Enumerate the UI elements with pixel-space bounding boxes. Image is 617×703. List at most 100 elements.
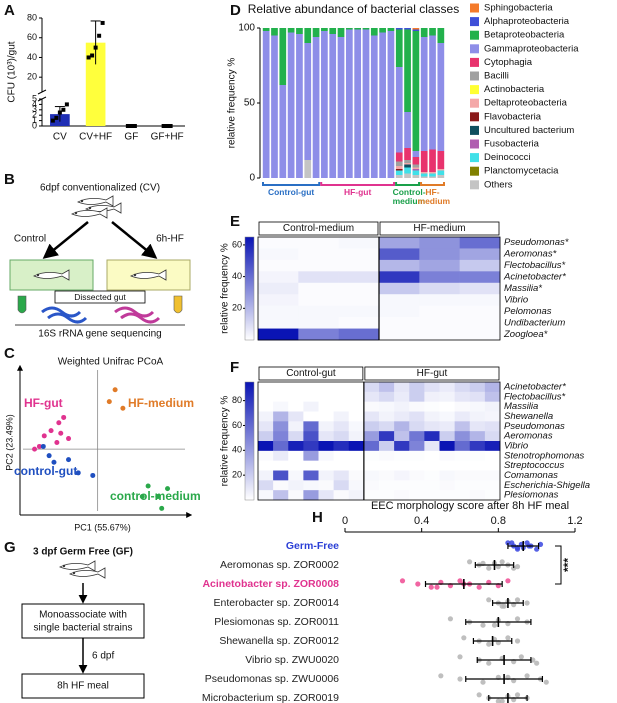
heatmap-cell bbox=[424, 401, 440, 412]
row-label: Pseudomonas* bbox=[504, 237, 569, 248]
heatmap-cell bbox=[318, 391, 334, 402]
colorbar-tick-label: 60 bbox=[232, 420, 242, 430]
heatmap-cell bbox=[439, 382, 455, 393]
bar-segment bbox=[262, 31, 270, 178]
colorbar-tick-label: 20 bbox=[232, 470, 242, 480]
branch-label: 6h-HF bbox=[156, 234, 184, 245]
panel-label: F bbox=[230, 359, 239, 376]
step-label: single bacterial strains bbox=[34, 623, 133, 634]
bar bbox=[85, 42, 106, 126]
heatmap-cell bbox=[454, 382, 471, 393]
row-label: Plesiomonas sp. ZOR0011 bbox=[214, 616, 339, 628]
heatmap-cell bbox=[459, 248, 501, 261]
heatmap-cell bbox=[469, 391, 486, 402]
heatmap-cell bbox=[318, 411, 334, 422]
arrow-label: 6 dpf bbox=[92, 651, 114, 662]
bar-segment bbox=[420, 172, 428, 174]
bar-segment bbox=[296, 28, 303, 34]
legend-swatch bbox=[470, 85, 479, 95]
heatmap-cell bbox=[424, 470, 440, 481]
heatmap-cell bbox=[409, 382, 425, 393]
heatmap-cell bbox=[379, 328, 420, 341]
data-point bbox=[457, 676, 463, 682]
data-point bbox=[165, 124, 170, 128]
heatmap-cell bbox=[298, 294, 339, 306]
heatmap-cell bbox=[258, 382, 274, 393]
bar-segment bbox=[437, 169, 445, 171]
heatmap-cell bbox=[273, 431, 289, 442]
heatmap-cell bbox=[424, 411, 440, 422]
heatmap-cell bbox=[333, 401, 350, 412]
data-point bbox=[40, 443, 46, 449]
heatmap-cell bbox=[439, 470, 455, 481]
data-point bbox=[486, 565, 492, 571]
heatmap-cell bbox=[379, 460, 395, 471]
heatmap-cell bbox=[288, 431, 304, 442]
data-point bbox=[36, 443, 42, 449]
heatmap-cell bbox=[409, 460, 425, 471]
heatmap-cell bbox=[363, 480, 380, 491]
heatmap-cell bbox=[318, 480, 334, 491]
panel-label: B bbox=[4, 171, 15, 188]
x-tick-label: 0 bbox=[342, 515, 348, 527]
bar-segment bbox=[279, 85, 287, 178]
heatmap-cell bbox=[409, 470, 425, 481]
heatmap-cell bbox=[424, 382, 440, 393]
bar-segment bbox=[279, 28, 287, 85]
y-tick-label: 0 bbox=[249, 173, 255, 184]
group-bracket bbox=[320, 182, 396, 186]
heatmap-cell bbox=[454, 411, 471, 422]
heatmap-cell bbox=[273, 480, 289, 491]
heatmap-cell bbox=[303, 421, 319, 432]
heatmap-cell bbox=[394, 441, 410, 452]
colorbar bbox=[244, 236, 255, 341]
heatmap-cell bbox=[258, 271, 299, 284]
diagram-title: 6dpf conventionalized (CV) bbox=[40, 183, 160, 194]
data-point bbox=[159, 505, 165, 511]
significance-label: *** bbox=[561, 558, 575, 572]
heatmap-cell bbox=[258, 411, 274, 422]
heatmap-cell bbox=[333, 441, 350, 452]
heatmap-cell bbox=[439, 450, 455, 461]
heatmap-cell bbox=[288, 480, 304, 491]
bar-segment bbox=[437, 151, 445, 169]
row-label: Flectobacillus* bbox=[504, 391, 566, 402]
panel-label: G bbox=[4, 539, 16, 556]
heatmap-cell bbox=[363, 382, 380, 393]
data-point bbox=[66, 457, 72, 463]
heatmap-cell bbox=[258, 421, 274, 432]
heatmap-cell bbox=[469, 490, 486, 501]
bar-segment bbox=[395, 28, 403, 30]
heatmap-cell bbox=[379, 282, 420, 295]
heatmap-cell bbox=[273, 490, 289, 501]
heatmap-cell bbox=[258, 237, 299, 249]
data-point bbox=[524, 673, 530, 679]
row-label: Stenotrophomonas bbox=[504, 450, 585, 461]
heatmap-cell bbox=[298, 248, 339, 261]
legend-swatch bbox=[470, 57, 479, 67]
legend-swatch bbox=[470, 30, 479, 40]
bar-segment bbox=[404, 148, 411, 160]
heatmap-cell bbox=[379, 248, 420, 261]
bar-segment bbox=[420, 173, 428, 177]
heatmap-cell bbox=[419, 294, 460, 306]
group-bracket bbox=[395, 182, 421, 186]
step-label: Monoassociate with bbox=[39, 610, 127, 621]
heatmap-cell bbox=[454, 421, 471, 432]
row-label: Streptococcus bbox=[504, 460, 564, 471]
legend-label: Actinobacteria bbox=[484, 84, 545, 95]
group-label: control-gut bbox=[14, 464, 77, 478]
panel-label: C bbox=[4, 345, 15, 362]
colorbar-tick-label: 40 bbox=[232, 445, 242, 455]
data-point bbox=[399, 578, 406, 584]
bar-segment bbox=[296, 34, 303, 178]
heatmap-cell bbox=[303, 460, 319, 471]
bar-segment bbox=[262, 28, 270, 31]
data-point bbox=[476, 584, 482, 590]
heatmap-cell bbox=[419, 328, 460, 341]
heatmap-cell bbox=[419, 248, 460, 261]
bar-segment bbox=[345, 29, 353, 178]
x-tick-label: GF bbox=[124, 132, 138, 143]
heatmap-cell bbox=[409, 401, 425, 412]
heatmap-cell bbox=[318, 421, 334, 432]
